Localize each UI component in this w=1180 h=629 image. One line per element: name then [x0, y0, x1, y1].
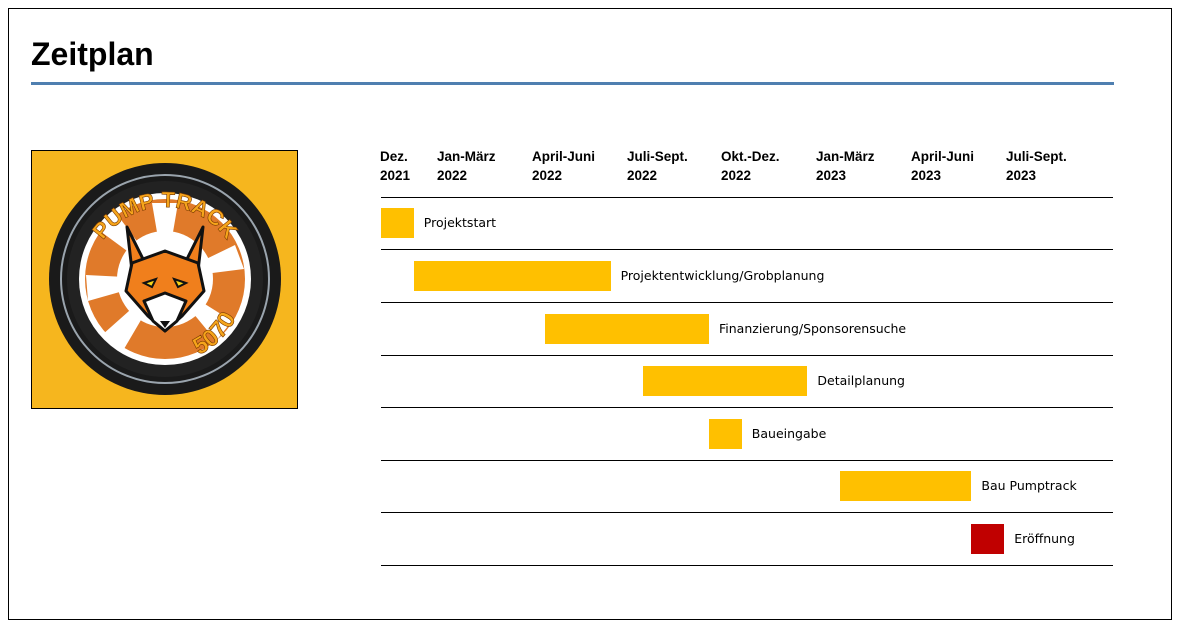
- column-header: April-Juni 2023: [911, 147, 974, 185]
- column-header: April-Juni 2022: [532, 147, 595, 185]
- column-header-period: Juli-Sept.: [1006, 149, 1067, 164]
- task-label: Baueingabe: [751, 425, 827, 441]
- column-header-year: 2022: [532, 168, 563, 183]
- pump-track-logo: PUMP TRACK 5070: [31, 150, 298, 409]
- column-header-year: 2023: [816, 168, 847, 183]
- column-header-period: Juli-Sept.: [627, 149, 688, 164]
- row-separator: [381, 407, 1113, 408]
- task-bar: [381, 208, 414, 238]
- column-header: Okt.-Dez. 2022: [721, 147, 780, 185]
- column-header-period: Okt.-Dez.: [721, 149, 780, 164]
- column-header: Jan-März 2022: [437, 147, 496, 185]
- column-header-year: 2022: [627, 168, 658, 183]
- title-underline: [31, 82, 1114, 85]
- column-header-year: 2021: [380, 168, 411, 183]
- column-header: Juli-Sept. 2022: [627, 147, 688, 185]
- task-bar: [545, 313, 709, 344]
- task-label: Finanzierung/Sponsorensuche: [719, 320, 907, 336]
- task-label: Detailplanung: [817, 373, 905, 388]
- task-bar: [413, 260, 611, 291]
- task-label: Eröffnung: [1014, 530, 1075, 546]
- task-bar: [840, 471, 972, 501]
- column-header: Juli-Sept. 2023: [1006, 147, 1067, 185]
- column-header-period: Jan-März: [437, 149, 496, 164]
- column-header-period: April-Juni: [532, 149, 595, 164]
- row-separator: [381, 302, 1113, 303]
- task-bar: [709, 418, 742, 449]
- task-label: Bau Pumptrack: [981, 478, 1077, 493]
- page-title: Zeitplan: [31, 36, 154, 72]
- row-separator: [381, 355, 1113, 356]
- column-header-period: Dez.: [380, 149, 408, 164]
- task-label: Projektstart: [423, 215, 497, 230]
- row-separator: [381, 512, 1113, 513]
- column-header-period: Jan-März: [816, 149, 875, 164]
- column-header-year: 2022: [437, 168, 468, 183]
- row-separator: [381, 249, 1113, 250]
- column-header: Dez. 2021: [380, 147, 410, 185]
- column-header-year: 2023: [1006, 168, 1037, 183]
- task-bar: [971, 523, 1005, 554]
- task-bar: [643, 366, 808, 396]
- row-separator: [381, 460, 1113, 461]
- row-separator: [381, 565, 1113, 566]
- column-header-period: April-Juni: [911, 149, 974, 164]
- column-header-year: 2023: [911, 168, 942, 183]
- column-header-year: 2022: [721, 168, 752, 183]
- column-header: Jan-März 2023: [816, 147, 875, 185]
- task-label: Projektentwicklung/Grobplanung: [620, 267, 825, 283]
- row-separator: [381, 197, 1113, 198]
